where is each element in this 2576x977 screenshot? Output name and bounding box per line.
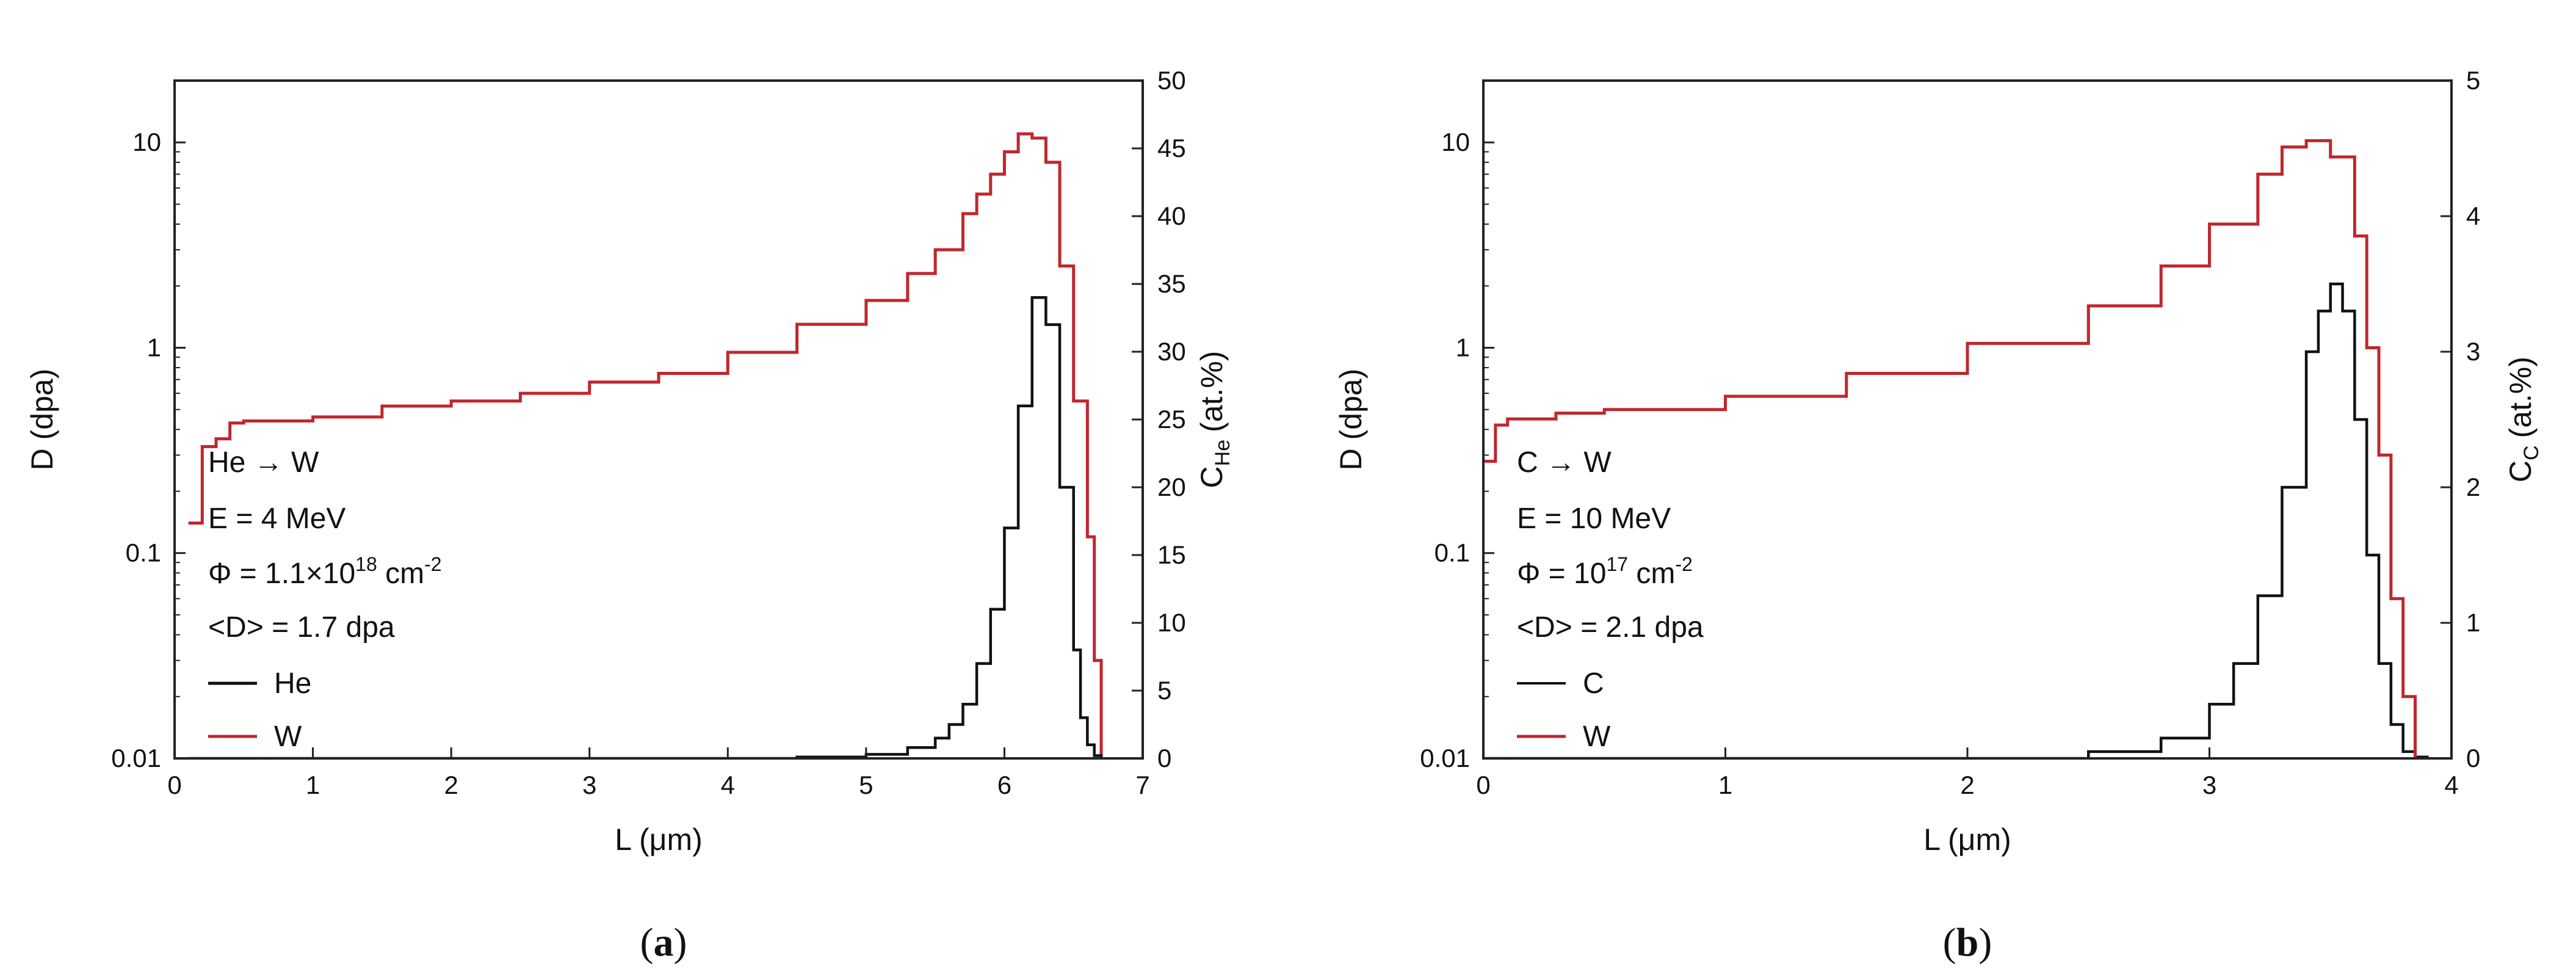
y2-tick-label: 20 (1157, 473, 1186, 501)
fluence-base: Φ = 1.1×10 (208, 558, 355, 590)
y2-tick-label: 15 (1157, 540, 1186, 569)
legend-label-he: He (274, 667, 311, 700)
plot-lines-a (188, 132, 1103, 758)
fluence-unit-exponent: -2 (1675, 553, 1692, 575)
y2-axis-label-main: C (2503, 460, 2538, 482)
legend-label-w: W (1583, 721, 1611, 753)
y-tick-label: 10 (132, 128, 161, 156)
y2-tick-label: 0 (1157, 744, 1171, 772)
y2-axis-label-main: C (1195, 466, 1229, 488)
fluence-exponent: 18 (355, 553, 377, 575)
fluence-unit: cm (1628, 558, 1675, 590)
x-tick-label: 4 (2444, 771, 2458, 799)
series-line-c (1483, 282, 2429, 758)
y2-tick-label: 4 (2466, 202, 2480, 230)
panel-letter-b: b (1956, 920, 1979, 965)
y2-tick-label: 1 (2466, 608, 2480, 637)
y2-axis-label-unit: (at.%) (1195, 351, 1229, 432)
y2-tick-label: 25 (1157, 405, 1186, 434)
y2-tick-label: 35 (1157, 269, 1186, 298)
panel-label-a: (a) (640, 920, 687, 965)
annotation-fluence: Φ = 1.1×1018 cm-2 (208, 553, 442, 590)
x-tick-label: 0 (167, 771, 181, 799)
annotation-fluence: Φ = 1017 cm-2 (1517, 553, 1693, 590)
y2-tick-label: 40 (1157, 202, 1186, 230)
y-tick-label: 0.01 (1420, 744, 1470, 772)
y2-axis-label: CHe (at.%) (1195, 351, 1234, 488)
y2-tick-label: 5 (2466, 66, 2480, 95)
series-line-w (188, 132, 1103, 758)
annotation-mean-damage: <D> = 2.1 dpa (1517, 611, 1704, 644)
series-line-w (1483, 139, 2417, 758)
y-tick-label: 0.1 (126, 539, 161, 567)
y2-axis-label: CC (at.%) (2503, 357, 2543, 482)
y2-tick-label: 0 (2466, 744, 2480, 772)
annotation-mean-damage: <D> = 1.7 dpa (208, 611, 395, 644)
y2-tick-label: 2 (2466, 473, 2480, 501)
chart-panel-b: 0 1 2 3 4 0.01 0.1 1 10 0 1 2 3 4 5 L (μ… (1334, 66, 2543, 965)
y-tick-label: 10 (1441, 128, 1470, 156)
plot-lines-b (1483, 139, 2429, 758)
y-tick-label: 0.1 (1435, 539, 1470, 567)
x-axis-label: L (μm) (1923, 823, 2011, 857)
x-tick-label: 4 (721, 771, 735, 799)
tick-marks-b (1482, 79, 2453, 760)
y-tick-label: 1 (147, 333, 161, 361)
y2-tick-label: 50 (1157, 66, 1186, 95)
y-tick-label: 1 (1456, 333, 1470, 361)
series-line-he (188, 296, 1103, 758)
fluence-unit-exponent: -2 (424, 553, 441, 575)
x-tick-label: 3 (2202, 771, 2216, 799)
fluence-exponent: 17 (1606, 553, 1628, 575)
x-tick-label: 2 (444, 771, 458, 799)
panel-letter-a: a (654, 920, 674, 965)
plot-frame-a (173, 79, 1144, 760)
annotation-reaction: He → W (208, 446, 319, 479)
annotation-reaction: C → W (1517, 446, 1612, 479)
y2-tick-label: 3 (2466, 337, 2480, 366)
x-tick-label: 5 (859, 771, 873, 799)
x-tick-label: 1 (1718, 771, 1732, 799)
y2-axis-label-unit: (at.%) (2503, 357, 2538, 438)
y2-axis-label-subscript: He (1211, 440, 1234, 466)
chart-panel-a: 0 1 2 3 4 5 6 7 0.01 0.1 1 10 0 5 10 15 … (25, 66, 1234, 965)
legend-label-w: W (274, 721, 302, 753)
y2-tick-label: 5 (1157, 676, 1171, 705)
fluence-base: Φ = 10 (1517, 558, 1606, 590)
fluence-unit: cm (377, 558, 424, 590)
panel-label-b: (b) (1943, 920, 1992, 965)
x-tick-label: 6 (997, 771, 1011, 799)
x-tick-label: 2 (1960, 771, 1974, 799)
tick-marks-a (173, 79, 1144, 760)
x-axis-label: L (μm) (615, 823, 703, 857)
y2-tick-label: 10 (1157, 608, 1186, 637)
y-tick-label: 0.01 (111, 744, 161, 772)
x-tick-label: 7 (1135, 771, 1149, 799)
y2-tick-label: 45 (1157, 134, 1186, 162)
legend-label-c: C (1583, 667, 1604, 700)
y-axis-label: D (dpa) (1334, 369, 1368, 471)
x-tick-label: 3 (582, 771, 596, 799)
annotation-energy: E = 4 MeV (208, 503, 346, 535)
y-axis-label: D (dpa) (25, 369, 59, 471)
y2-tick-label: 30 (1157, 337, 1186, 366)
annotation-energy: E = 10 MeV (1517, 503, 1671, 535)
legend-a: He W (208, 667, 311, 753)
x-tick-label: 0 (1476, 771, 1490, 799)
legend-b: C W (1517, 667, 1611, 753)
y2-axis-label-subscript: C (2520, 445, 2543, 460)
x-tick-label: 1 (306, 771, 320, 799)
